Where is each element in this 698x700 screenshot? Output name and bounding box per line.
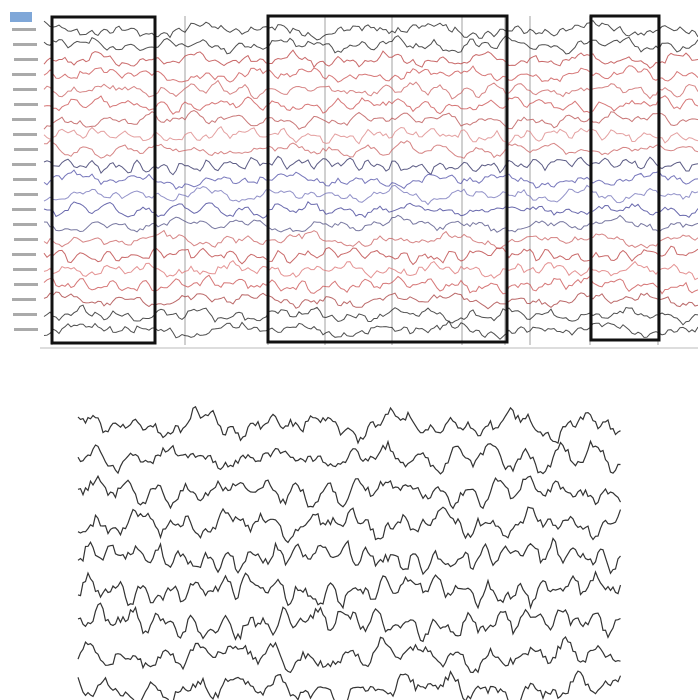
channel-label xyxy=(13,178,37,181)
channel-label xyxy=(14,283,38,286)
channel-label xyxy=(14,238,38,241)
channel-label xyxy=(12,208,36,211)
channel-label xyxy=(14,148,38,151)
channel-labels xyxy=(12,28,38,331)
channel-label xyxy=(13,88,37,91)
channel-label xyxy=(12,73,36,76)
channel-label xyxy=(12,298,36,301)
channel-label xyxy=(12,28,36,31)
toolbar-icon xyxy=(10,12,32,22)
channel-label xyxy=(13,268,37,271)
channel-label xyxy=(13,313,37,316)
channel-label xyxy=(14,103,38,106)
channel-label xyxy=(14,328,38,331)
channel-label xyxy=(14,58,38,61)
channel-label xyxy=(12,163,36,166)
eeg-zoom-panel xyxy=(75,405,625,700)
channel-label xyxy=(13,43,37,46)
channel-label xyxy=(13,223,37,226)
channel-label xyxy=(12,253,36,256)
channel-label xyxy=(13,133,37,136)
channel-label xyxy=(14,193,38,196)
channel-label xyxy=(12,118,36,121)
